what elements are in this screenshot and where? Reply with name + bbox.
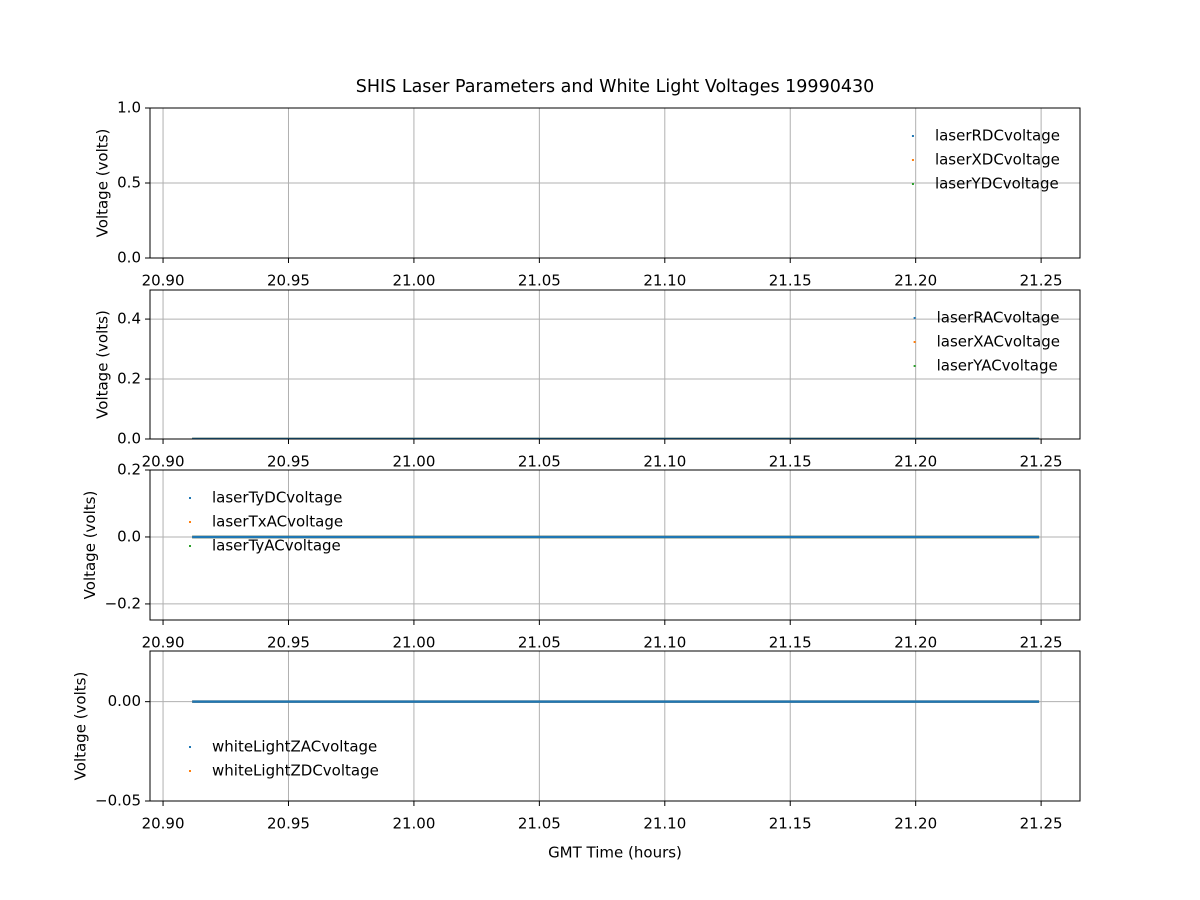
- x-tick-label: 21.10: [643, 634, 686, 652]
- y-axis-label: Voltage (volts): [94, 310, 112, 419]
- axes-frame: [149, 469, 1081, 621]
- x-tick-label: 21.10: [643, 815, 686, 833]
- legend-marker: [189, 770, 191, 772]
- x-tick-label: 21.20: [894, 815, 937, 833]
- x-tick-label: 21.05: [518, 634, 561, 652]
- legend-label: laserRDCvoltage: [935, 127, 1060, 145]
- x-tick-label: 21.00: [392, 815, 435, 833]
- legend-label: laserYACvoltage: [937, 357, 1058, 375]
- x-axis-label: GMT Time (hours): [548, 844, 682, 862]
- x-tick-label: 21.25: [1020, 272, 1063, 290]
- x-tick-label: 21.15: [769, 815, 812, 833]
- x-tick-label: 20.90: [142, 453, 185, 471]
- legend-label: whiteLightZDCvoltage: [212, 762, 379, 780]
- legend-marker: [913, 365, 916, 367]
- y-tick-label: −0.2: [105, 594, 141, 612]
- legend-marker: [189, 497, 191, 499]
- x-tick-label: 21.15: [769, 634, 812, 652]
- x-tick-label: 21.00: [392, 634, 435, 652]
- y-tick-label: 0.0: [117, 527, 141, 545]
- x-tick-label: 20.90: [142, 634, 185, 652]
- x-tick-label: 20.95: [267, 453, 310, 471]
- legend-label: laserXACvoltage: [937, 333, 1060, 351]
- legend-marker: [911, 159, 914, 161]
- y-tick-label: 1.0: [117, 99, 141, 117]
- x-tick-label: 21.00: [392, 272, 435, 290]
- x-tick-label: 21.20: [894, 453, 937, 471]
- legend-label: laserTxACvoltage: [212, 513, 343, 531]
- legend-marker: [189, 545, 191, 547]
- legend-marker: [911, 135, 914, 137]
- x-tick-label: 21.05: [518, 272, 561, 290]
- legend-label: laserRACvoltage: [937, 309, 1060, 327]
- y-axis-label: Voltage (volts): [72, 672, 90, 781]
- x-tick-label: 21.15: [769, 453, 812, 471]
- y-tick-label: 0.0: [117, 430, 141, 448]
- y-tick-label: 0.2: [117, 370, 141, 388]
- x-tick-label: 21.05: [518, 815, 561, 833]
- x-tick-label: 21.00: [392, 453, 435, 471]
- y-tick-label: 0.2: [117, 461, 141, 479]
- legend-marker: [911, 183, 914, 185]
- y-tick-label: −0.05: [95, 792, 141, 810]
- y-axis-label: Voltage (volts): [94, 129, 112, 238]
- x-tick-label: 20.95: [267, 634, 310, 652]
- chart-title: SHIS Laser Parameters and White Light Vo…: [356, 77, 875, 97]
- legend-marker: [189, 521, 191, 523]
- x-tick-label: 21.10: [643, 453, 686, 471]
- x-tick-label: 20.95: [267, 272, 310, 290]
- x-tick-label: 21.25: [1020, 453, 1063, 471]
- x-tick-label: 21.15: [769, 272, 812, 290]
- y-axis-label: Voltage (volts): [81, 491, 99, 600]
- x-tick-label: 20.95: [267, 815, 310, 833]
- y-tick-label: 0.00: [108, 692, 141, 710]
- x-tick-label: 21.20: [894, 272, 937, 290]
- x-tick-label: 21.25: [1020, 815, 1063, 833]
- legend-marker: [189, 746, 191, 748]
- legend-marker: [913, 341, 916, 343]
- axes-frame: [149, 289, 1081, 440]
- x-tick-label: 21.10: [643, 272, 686, 290]
- x-tick-label: 21.25: [1020, 634, 1063, 652]
- y-tick-label: 0.4: [117, 310, 141, 328]
- legend-label: laserXDCvoltage: [935, 151, 1060, 169]
- legend-label: laserYDCvoltage: [935, 175, 1059, 193]
- legend-label: whiteLightZACvoltage: [212, 738, 377, 756]
- axes-frame: [149, 650, 1081, 802]
- x-tick-label: 21.05: [518, 453, 561, 471]
- y-tick-label: 0.5: [117, 174, 141, 192]
- x-tick-label: 20.90: [142, 272, 185, 290]
- legend-label: laserTyDCvoltage: [212, 489, 342, 507]
- legend-label: laserTyACvoltage: [212, 537, 341, 555]
- legend-marker: [913, 317, 916, 319]
- axes-frame: [149, 107, 1081, 259]
- y-tick-label: 0.0: [117, 249, 141, 267]
- x-tick-label: 21.20: [894, 634, 937, 652]
- x-tick-label: 20.90: [142, 815, 185, 833]
